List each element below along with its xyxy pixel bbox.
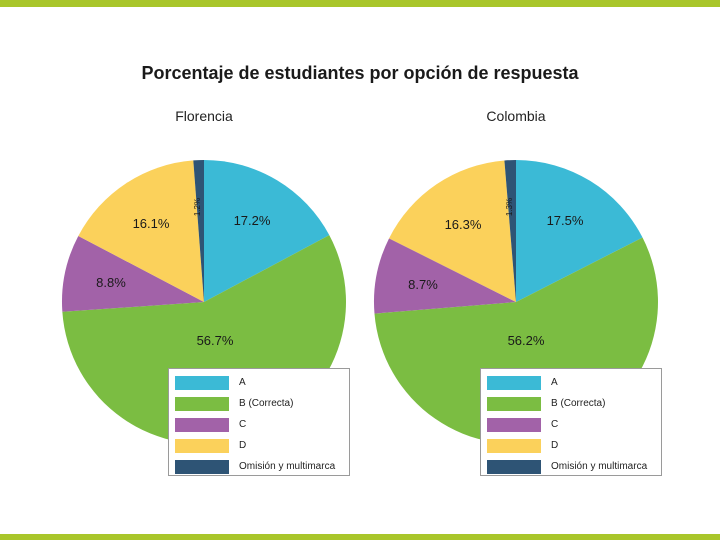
pie-slice-c	[373, 238, 516, 314]
legend-label: B (Correcta)	[239, 398, 294, 409]
legend-swatch	[175, 460, 229, 474]
legend-swatch	[487, 397, 541, 411]
legend-label: C	[551, 419, 559, 430]
pie-data-label: 16.3%	[445, 217, 482, 232]
legend-swatch	[175, 376, 229, 390]
legend-swatch	[487, 376, 541, 390]
legend-swatch	[487, 439, 541, 453]
pie-slice-a	[516, 160, 643, 302]
legend-label: Omisión y multimarca	[239, 461, 336, 472]
legend-colombia: A B (Correcta) C D Omisión y multimarca	[480, 368, 662, 476]
legend-label: C	[239, 419, 247, 430]
pie-slice-c	[62, 235, 204, 312]
pie-title: Florencia	[175, 108, 233, 124]
pie-data-label: 56.2%	[508, 333, 545, 348]
pie-data-label: 17.2%	[234, 213, 271, 228]
legend-label: Omisión y multimarca	[551, 461, 648, 472]
legend-swatch	[175, 439, 229, 453]
pie-data-label: 8.7%	[408, 277, 438, 292]
pie-slice-a	[204, 160, 330, 302]
pie-data-label: 56.7%	[197, 333, 234, 348]
chart-title: Porcentaje de estudiantes por opción de …	[141, 63, 579, 83]
legend-label: D	[239, 440, 247, 451]
top-accent-band	[0, 0, 720, 7]
legend-swatch	[175, 418, 229, 432]
bottom-accent-band	[0, 534, 720, 540]
pie-data-label: 17.5%	[547, 213, 584, 228]
pie-slice-d	[389, 160, 516, 302]
pie-slice-e	[193, 159, 204, 302]
pie-data-label: 8.8%	[96, 275, 126, 290]
pie-data-label: 16.1%	[133, 216, 170, 231]
pie-data-label: 1.2%	[193, 198, 202, 216]
pie-slice-e	[504, 159, 516, 302]
legend-swatch	[487, 418, 541, 432]
legend-swatch	[175, 397, 229, 411]
pie-title: Colombia	[486, 108, 545, 124]
legend-label: B (Correcta)	[551, 398, 606, 409]
pie-slice-d	[78, 160, 204, 302]
legend-label: D	[551, 440, 559, 451]
legend-florencia: A B (Correcta) C D Omisión y multimarca	[168, 368, 350, 476]
legend-label: A	[551, 377, 558, 388]
legend-label: A	[239, 377, 246, 388]
pie-data-label: 1.3%	[505, 198, 514, 216]
legend-swatch	[487, 460, 541, 474]
